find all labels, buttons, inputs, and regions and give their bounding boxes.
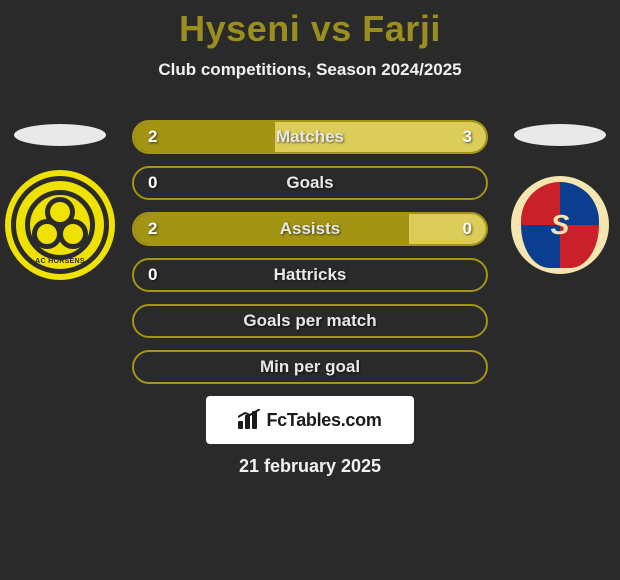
home-club-badge: AC HORSENS bbox=[11, 176, 109, 274]
title-vs: vs bbox=[311, 8, 352, 49]
stat-bar-hattricks: 0Hattricks bbox=[132, 258, 488, 292]
badge-shadow bbox=[514, 124, 606, 146]
title-player-right: Farji bbox=[362, 8, 441, 49]
stats-bars-container: 23Matches 0Goals 20Assists 0Hattricks Goals … bbox=[132, 120, 488, 384]
stat-bar-min-per-goal: Min per goal bbox=[132, 350, 488, 384]
stat-bar-assists: 20Assists bbox=[132, 212, 488, 246]
date-text: 21 february 2025 bbox=[0, 456, 620, 477]
stat-label: Min per goal bbox=[134, 357, 486, 377]
subtitle: Club competitions, Season 2024/2025 bbox=[0, 60, 620, 80]
brand-text: FcTables.com bbox=[266, 410, 381, 431]
stat-label: Matches bbox=[134, 127, 486, 147]
brand-chip[interactable]: FcTables.com bbox=[206, 396, 414, 444]
badge-shadow bbox=[14, 124, 106, 146]
trend-line-icon bbox=[238, 409, 260, 419]
stat-bar-goals-per-match: Goals per match bbox=[132, 304, 488, 338]
away-club-badge: S bbox=[511, 176, 609, 274]
home-club-name: AC HORSENS bbox=[16, 258, 104, 265]
home-badge-slot: AC HORSENS bbox=[0, 124, 120, 274]
bar-chart-icon bbox=[238, 411, 260, 429]
away-club-letter: S bbox=[551, 209, 570, 241]
stat-label: Goals bbox=[134, 173, 486, 193]
stat-bar-goals: 0Goals bbox=[132, 166, 488, 200]
stat-label: Goals per match bbox=[134, 311, 486, 331]
page-title: Hyseni vs Farji bbox=[0, 0, 620, 50]
stat-label: Hattricks bbox=[134, 265, 486, 285]
title-player-left: Hyseni bbox=[179, 8, 300, 49]
stat-label: Assists bbox=[134, 219, 486, 239]
stat-bar-matches: 23Matches bbox=[132, 120, 488, 154]
away-badge-slot: S bbox=[500, 124, 620, 274]
